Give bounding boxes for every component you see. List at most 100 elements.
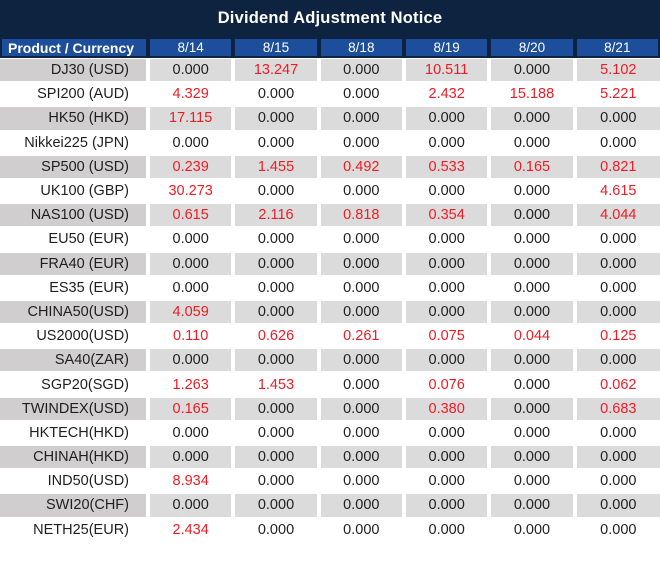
table-row: Nikkei225 (JPN) 0.000 0.000 0.000 0.000 0.000… — [0, 130, 660, 155]
value-cell: 8.934 — [148, 469, 234, 494]
value-cell: 0.000 — [318, 372, 404, 397]
value-cell: 0.125 — [574, 324, 660, 349]
value-cell: 0.000 — [403, 106, 490, 131]
value-cell: 1.263 — [148, 372, 234, 397]
table-row: NETH25(EUR) 2.434 0.000 0.000 0.000 0.000 0.00… — [0, 517, 660, 542]
value-cell: 0.075 — [403, 324, 490, 349]
table-row: TWINDEX(USD) 0.165 0.000 0.000 0.380 0.000 0.6… — [0, 396, 660, 421]
value-cell: 0.000 — [489, 420, 575, 445]
product-cell: Nikkei225 (JPN) — [0, 130, 148, 155]
value-cell: 0.000 — [489, 58, 575, 83]
value-cell: 0.626 — [233, 324, 319, 349]
value-cell: 0.000 — [403, 517, 490, 542]
value-cell: 0.239 — [148, 154, 234, 179]
date-header: 8/20 — [489, 37, 575, 58]
table-row: SWI20(CHF) 0.000 0.000 0.000 0.000 0.000 0.000 — [0, 493, 660, 518]
value-cell: 0.000 — [318, 493, 404, 518]
value-cell: 0.110 — [148, 324, 234, 349]
value-cell: 0.165 — [148, 396, 234, 421]
product-cell: HK50 (HKD) — [0, 106, 148, 131]
product-cell: UK100 (GBP) — [0, 178, 148, 204]
value-cell: 0.533 — [403, 154, 490, 179]
value-cell: 0.000 — [489, 372, 575, 397]
product-cell: CHINA50(USD) — [0, 299, 148, 325]
value-cell: 0.000 — [318, 396, 404, 421]
value-cell: 0.076 — [403, 372, 490, 397]
value-cell: 0.000 — [318, 130, 404, 155]
value-cell: 0.000 — [233, 130, 319, 155]
value-cell: 15.188 — [489, 82, 575, 107]
value-cell: 0.000 — [233, 445, 319, 470]
value-cell: 0.000 — [574, 517, 660, 542]
value-cell: 1.455 — [233, 154, 319, 179]
value-cell: 0.000 — [233, 227, 319, 252]
value-cell: 0.000 — [318, 348, 404, 373]
product-cell: SGP20(SGD) — [0, 372, 148, 397]
value-cell: 2.434 — [148, 517, 234, 542]
product-cell: NETH25(EUR) — [0, 517, 148, 542]
value-cell: 2.432 — [403, 82, 490, 107]
value-cell: 17.115 — [148, 106, 234, 131]
product-cell: SA40(ZAR) — [0, 348, 148, 373]
product-cell: SP500 (USD) — [0, 154, 148, 179]
value-cell: 0.000 — [318, 106, 404, 131]
product-cell: US2000(USD) — [0, 324, 148, 349]
table-row: SPI200 (AUD) 4.329 0.000 0.000 2.432 15.188 5.… — [0, 82, 660, 107]
value-cell: 0.000 — [403, 178, 490, 204]
value-cell: 1.453 — [233, 372, 319, 397]
value-cell: 0.000 — [574, 251, 660, 276]
value-cell: 0.000 — [148, 493, 234, 518]
product-cell: HKTECH(HKD) — [0, 420, 148, 445]
value-cell: 0.000 — [403, 469, 490, 494]
value-cell: 0.492 — [318, 154, 404, 179]
value-cell: 0.062 — [574, 372, 660, 397]
value-cell: 0.000 — [403, 348, 490, 373]
value-cell: 0.000 — [233, 178, 319, 204]
value-cell: 0.000 — [233, 106, 319, 131]
product-cell: IND50(USD) — [0, 469, 148, 494]
table-row: IND50(USD) 8.934 0.000 0.000 0.000 0.000 0.000 — [0, 469, 660, 494]
product-cell: SPI200 (AUD) — [0, 82, 148, 107]
table-row: UK100 (GBP) 30.273 0.000 0.000 0.000 0.000 4.6… — [0, 178, 660, 204]
value-cell: 0.000 — [489, 469, 575, 494]
title-bar: Dividend Adjustment Notice — [0, 0, 660, 37]
value-cell: 0.000 — [489, 396, 575, 421]
value-cell: 4.044 — [574, 203, 660, 228]
value-cell: 0.000 — [403, 493, 490, 518]
value-cell: 0.000 — [148, 445, 234, 470]
value-cell: 0.000 — [489, 517, 575, 542]
value-cell: 0.000 — [489, 445, 575, 470]
product-currency-header: Product / Currency — [0, 37, 148, 58]
value-cell: 0.000 — [489, 493, 575, 518]
value-cell: 0.000 — [148, 130, 234, 155]
value-cell: 4.329 — [148, 82, 234, 107]
value-cell: 0.000 — [403, 420, 490, 445]
value-cell: 0.000 — [489, 299, 575, 325]
date-header: 8/14 — [148, 37, 234, 58]
value-cell: 0.000 — [574, 420, 660, 445]
product-cell: EU50 (EUR) — [0, 227, 148, 252]
value-cell: 0.000 — [574, 348, 660, 373]
value-cell: 0.683 — [574, 396, 660, 421]
value-cell: 0.000 — [574, 227, 660, 252]
value-cell: 0.000 — [574, 469, 660, 494]
value-cell: 0.000 — [148, 227, 234, 252]
value-cell: 0.044 — [489, 324, 575, 349]
table-row: EU50 (EUR) 0.000 0.000 0.000 0.000 0.000 0.000 — [0, 227, 660, 252]
value-cell: 0.615 — [148, 203, 234, 228]
product-cell: DJ30 (USD) — [0, 58, 148, 83]
value-cell: 0.000 — [148, 420, 234, 445]
table-row: DJ30 (USD) 0.000 13.247 0.000 10.511 0.000 5.1… — [0, 58, 660, 83]
value-cell: 0.000 — [403, 445, 490, 470]
value-cell: 0.000 — [233, 396, 319, 421]
date-header: 8/18 — [318, 37, 404, 58]
table-row: NAS100 (USD) 0.615 2.116 0.818 0.354 0.000 4.0… — [0, 203, 660, 228]
product-cell: CHINAH(HKD) — [0, 445, 148, 470]
table-row: HK50 (HKD) 17.115 0.000 0.000 0.000 0.000 0.00… — [0, 106, 660, 131]
value-cell: 0.000 — [233, 493, 319, 518]
table-row: CHINAH(HKD) 0.000 0.000 0.000 0.000 0.000 0.00… — [0, 445, 660, 470]
value-cell: 0.000 — [489, 203, 575, 228]
value-cell: 0.000 — [489, 251, 575, 276]
date-header: 8/15 — [233, 37, 319, 58]
product-cell: FRA40 (EUR) — [0, 251, 148, 276]
